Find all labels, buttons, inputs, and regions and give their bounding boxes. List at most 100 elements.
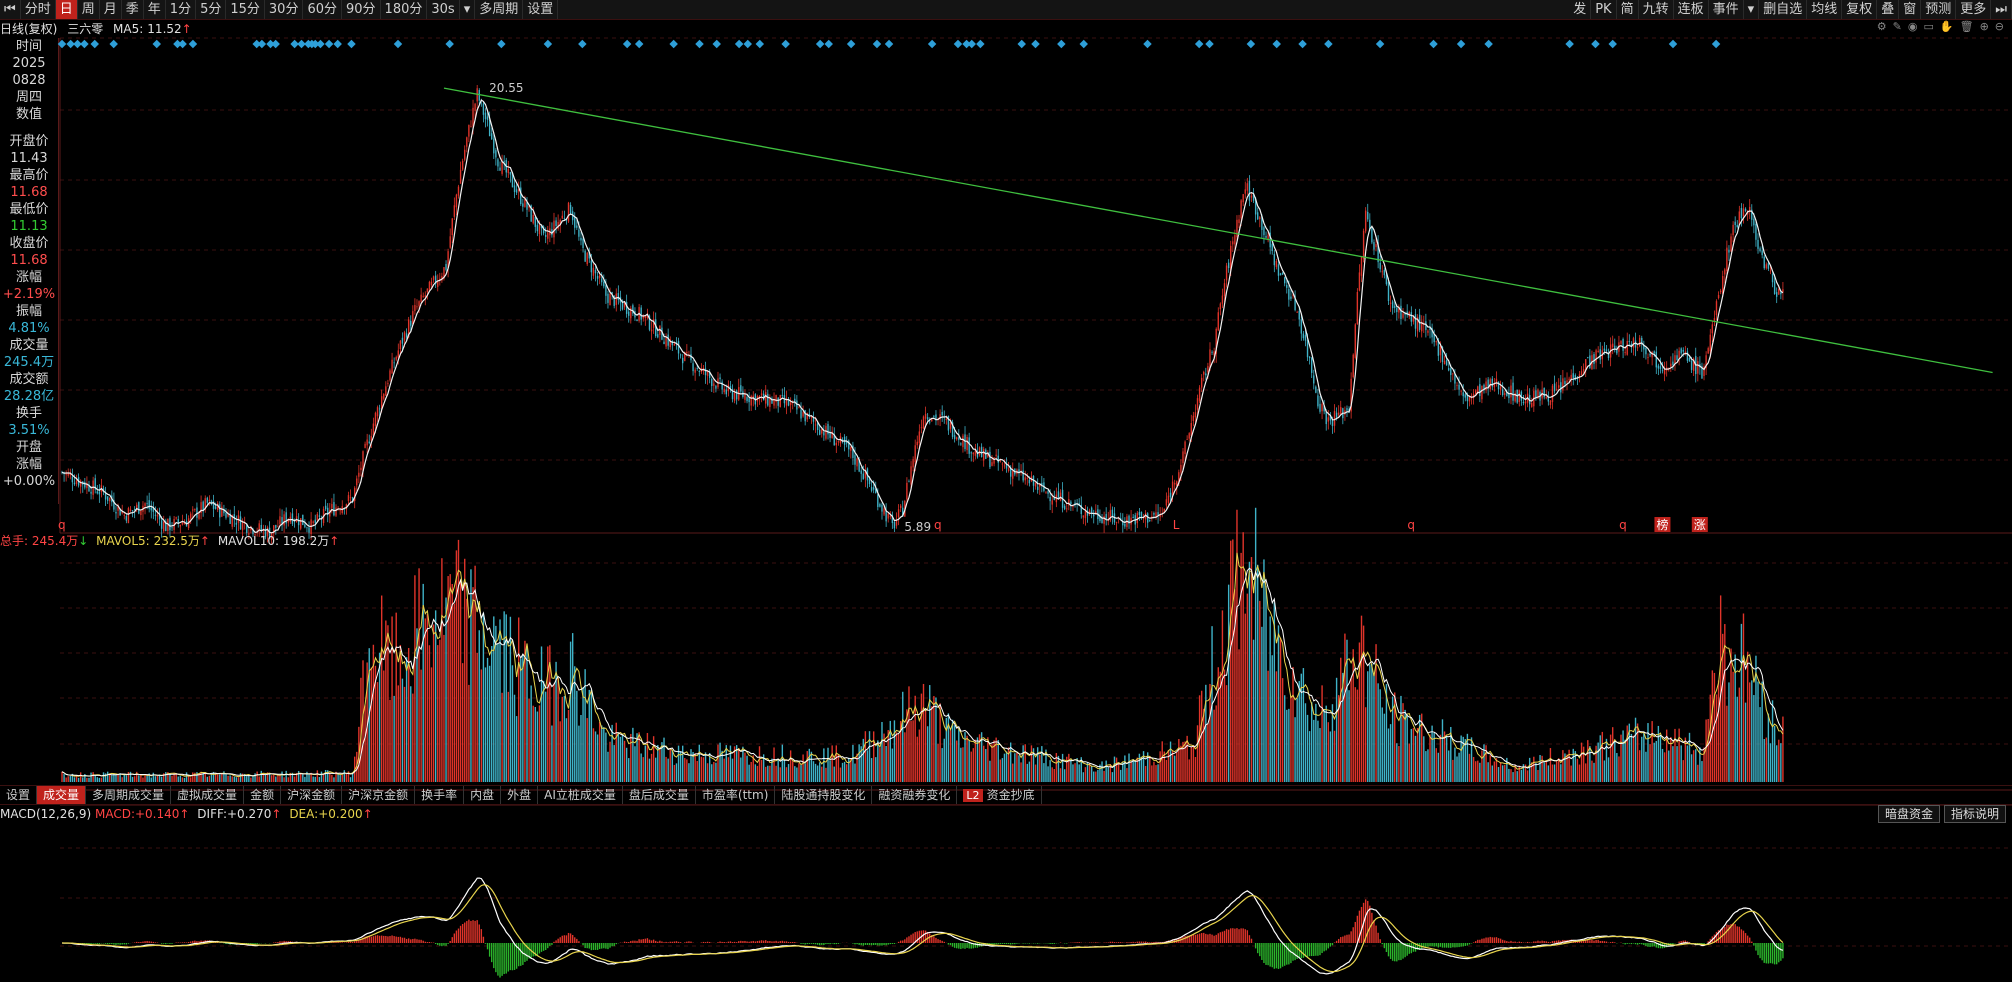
signal-marker: [1272, 39, 1281, 49]
indicator-tab-2[interactable]: 多周期成交量: [86, 786, 172, 804]
hand-icon[interactable]: ✋: [1939, 20, 1954, 33]
period-tab-9[interactable]: 30分: [265, 0, 304, 19]
indicator-tab-0[interactable]: 设置: [0, 786, 38, 804]
indicator-tab-1[interactable]: 成交量: [37, 786, 87, 804]
period-tab-15[interactable]: 多周期: [475, 0, 524, 19]
toolbar-right-item-5[interactable]: 事件: [1709, 0, 1744, 19]
candle-body: [254, 534, 256, 536]
period-tab-16[interactable]: 设置: [523, 0, 559, 19]
macd-bar: [1074, 942, 1076, 943]
volume-bar: [1321, 685, 1323, 782]
toolbar-right-item-6[interactable]: ▾: [1744, 0, 1760, 19]
settings-icon[interactable]: ⚙: [1876, 20, 1887, 33]
indicator-tab-4[interactable]: 金额: [244, 786, 282, 804]
indicator-tab-3[interactable]: 虚拟成交量: [171, 786, 245, 804]
period-tab-13[interactable]: 30s: [427, 0, 460, 19]
toolbar-right-item-3[interactable]: 九转: [1639, 0, 1674, 19]
toolbar-right-item-12[interactable]: 预测: [1921, 0, 1957, 19]
candle-body: [457, 186, 460, 196]
signal-marker: [1298, 39, 1307, 49]
indicator-tab-12[interactable]: 市盈率(ttm): [696, 786, 776, 804]
macd-bar: [437, 943, 439, 946]
prev-icon[interactable]: ⏮: [0, 0, 21, 19]
indicator-tab-6[interactable]: 沪深京金额: [342, 786, 416, 804]
period-tab-11[interactable]: 90分: [342, 0, 381, 19]
indicator-tab-8[interactable]: 内盘: [464, 786, 502, 804]
macd-bar: [785, 941, 788, 943]
candle-body: [1095, 511, 1097, 514]
volume-bar: [187, 775, 190, 782]
candle-body: [1093, 514, 1095, 517]
dark-pool-button[interactable]: 暗盘资金: [1877, 805, 1940, 823]
indicator-tab-7[interactable]: 换手率: [415, 786, 465, 804]
toolbar-right-item-0[interactable]: 发: [1569, 0, 1592, 19]
period-tab-2[interactable]: 周: [78, 0, 100, 19]
turnover-label: 换手: [15, 406, 42, 421]
volume-bar: [1630, 733, 1633, 782]
period-tab-0[interactable]: 分时: [21, 0, 56, 19]
draw-icon[interactable]: ✎: [1892, 20, 1902, 33]
signal-marker: [316, 39, 325, 49]
toolbar-right-item-13[interactable]: 更多: [1956, 0, 1992, 19]
indicator-tab-5[interactable]: 沪深金额: [281, 786, 343, 804]
total-volume-value: 245.4万: [31, 534, 79, 548]
period-tab-1[interactable]: 日: [55, 0, 78, 19]
zoom-out-icon[interactable]: ⊖: [1994, 20, 2004, 33]
indicator-tab-9[interactable]: 外盘: [501, 786, 539, 804]
indicator-help-button[interactable]: 指标说明: [1943, 805, 2006, 823]
toolbar-right-item-1[interactable]: PK: [1591, 0, 1617, 19]
candle-body: [370, 435, 373, 441]
candle-body: [796, 400, 798, 410]
toolbar-right-item-8[interactable]: 均线: [1807, 0, 1843, 19]
period-tab-14[interactable]: ▾: [460, 0, 476, 19]
l2-badge: L2: [963, 789, 983, 802]
candle-body: [314, 519, 316, 523]
signal-marker: [669, 39, 678, 49]
period-tab-7[interactable]: 5分: [196, 0, 227, 19]
candle-body: [1236, 219, 1238, 238]
macd-bar: [455, 930, 458, 943]
toolbar-right-item-9[interactable]: 复权: [1842, 0, 1878, 19]
indicator-tab-13[interactable]: 陆股通持股变化: [775, 786, 873, 804]
toolbar-right-item-11[interactable]: 窗: [1899, 0, 1922, 19]
candle-body: [613, 296, 615, 306]
toolbar-right-item-7[interactable]: 删自选: [1759, 0, 1808, 19]
volume-bar: [785, 767, 788, 782]
eye-icon[interactable]: ◉: [1907, 20, 1918, 33]
candle-body: [441, 276, 443, 281]
period-tab-3[interactable]: 月: [100, 0, 122, 19]
macd-bar: [279, 941, 281, 943]
zoom-in-icon[interactable]: ⊕: [1979, 20, 1989, 33]
volume-bar: [86, 777, 88, 782]
candle-body: [779, 395, 781, 407]
signal-marker: [80, 39, 89, 49]
volume-bar: [571, 633, 574, 782]
indicator-tab-15[interactable]: L2 资金抄底: [957, 786, 1042, 804]
volume-bar: [1250, 557, 1253, 782]
toolbar-right-item-2[interactable]: 简: [1617, 0, 1639, 19]
indicator-tab-14[interactable]: 融资融券变化: [872, 786, 958, 804]
macd-bar: [133, 942, 136, 943]
weekday-value: 周四: [15, 90, 42, 105]
toolbar-right-item-4[interactable]: 连板: [1674, 0, 1709, 19]
volume-bar: [584, 669, 586, 782]
chart-mode[interactable]: 日线(复权): [0, 22, 58, 36]
candle-body: [1719, 290, 1722, 293]
macd-bar: [808, 943, 811, 944]
period-tab-10[interactable]: 60分: [303, 0, 342, 19]
indicator-tab-10[interactable]: AI立桩成交量: [538, 786, 623, 804]
toolbar-right-item-10[interactable]: 叠: [1877, 0, 1900, 19]
period-tab-8[interactable]: 15分: [226, 0, 265, 19]
period-tab-6[interactable]: 1分: [166, 0, 197, 19]
period-tab-12[interactable]: 180分: [381, 0, 428, 19]
period-tab-4[interactable]: 季: [122, 0, 144, 19]
macd-bar: [943, 941, 945, 943]
macd-bar: [152, 941, 155, 943]
volume-bar: [1421, 713, 1423, 782]
volume-bar: [513, 694, 516, 782]
period-tab-5[interactable]: 年: [144, 0, 166, 19]
indicator-tab-11[interactable]: 盘后成交量: [623, 786, 696, 804]
trash-icon[interactable]: 🗑: [1959, 20, 1974, 33]
delete-icon[interactable]: ▭: [1923, 20, 1934, 33]
